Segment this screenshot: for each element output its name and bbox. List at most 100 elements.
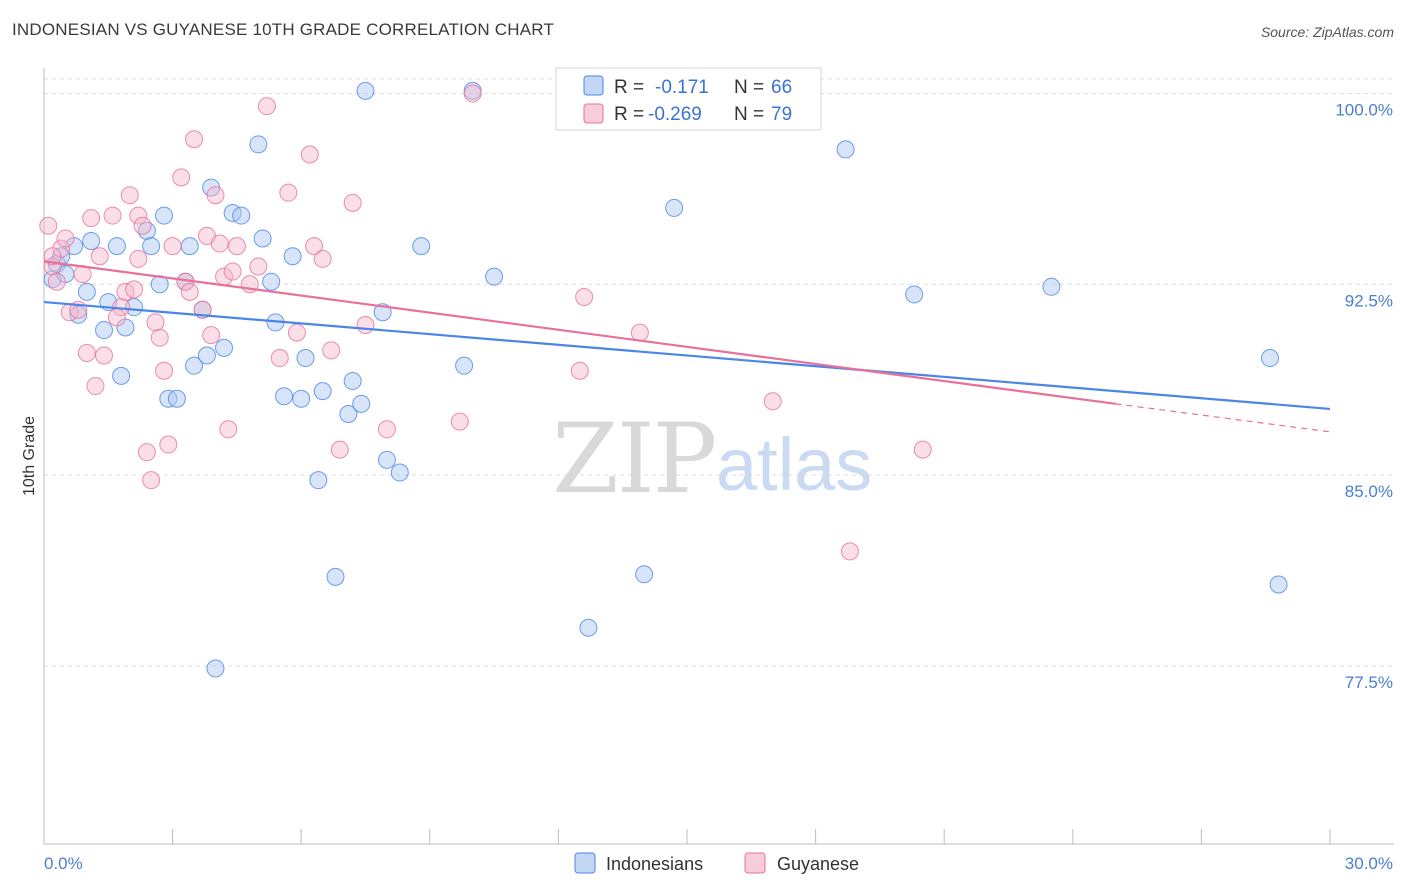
guyanese-point xyxy=(249,257,268,276)
indonesians-series-label: Indonesians xyxy=(606,854,703,874)
indonesians-point xyxy=(326,567,345,586)
indonesians-point xyxy=(343,371,362,390)
guyanese-point xyxy=(377,420,396,439)
indonesians-n-label: N = xyxy=(734,77,764,98)
guyanese-point xyxy=(840,542,859,561)
guyanese-r-value: -0.269 xyxy=(648,104,702,125)
guyanese-point xyxy=(95,346,114,365)
indonesians-point xyxy=(296,349,315,368)
guyanese-trend-extension xyxy=(1115,403,1331,433)
indonesians-point xyxy=(253,229,272,248)
indonesians-legend-swatch xyxy=(583,75,604,96)
y-tick-label: 92.5% xyxy=(1345,291,1393,310)
guyanese-point xyxy=(107,308,126,327)
indonesians-point xyxy=(1042,277,1061,296)
guyanese-point xyxy=(257,97,276,116)
guyanese-point xyxy=(570,361,589,380)
guyanese-point xyxy=(142,471,161,490)
indonesians-r-label: R = xyxy=(614,77,644,98)
indonesians-point xyxy=(82,232,101,251)
guyanese-point xyxy=(219,420,238,439)
trend-lines xyxy=(43,260,1331,433)
guyanese-point xyxy=(185,130,204,149)
guyanese-point xyxy=(202,326,221,345)
guyanese-r-label: R = xyxy=(614,104,644,125)
indonesians-point xyxy=(77,282,96,301)
guyanese-point xyxy=(206,186,225,205)
guyanese-point xyxy=(77,343,96,362)
indonesians-point xyxy=(377,450,396,469)
x-axis-ticks xyxy=(172,829,1331,844)
indonesians-point xyxy=(197,346,216,365)
guyanese-point xyxy=(129,206,148,225)
indonesians-point xyxy=(155,206,174,225)
guyanese-n-label: N = xyxy=(734,104,764,125)
indonesians-point xyxy=(390,463,409,482)
guyanese-point xyxy=(300,145,319,164)
y-axis-tick-labels: 77.5% 85.0% 92.5% 100.0% xyxy=(1335,100,1393,691)
indonesians-point xyxy=(167,389,186,408)
indonesians-point xyxy=(107,237,126,256)
indonesians-point xyxy=(215,338,234,357)
watermark-atlas: atlas xyxy=(716,423,872,506)
guyanese-point xyxy=(155,361,174,380)
guyanese-point xyxy=(103,206,122,225)
guyanese-point xyxy=(305,237,324,256)
guyanese-point xyxy=(137,443,156,462)
stats-legend: R = -0.171 N = 66 R = -0.269 N = 79 xyxy=(555,67,822,131)
indonesians-point xyxy=(579,618,598,637)
indonesians-point xyxy=(232,206,251,225)
y-tick-label: 77.5% xyxy=(1345,673,1393,692)
watermark-zip: ZIP xyxy=(552,403,715,515)
guyanese-series-label: Guyanese xyxy=(777,854,859,874)
indonesians-point xyxy=(485,267,504,286)
guyanese-point xyxy=(47,272,66,291)
guyanese-point xyxy=(163,237,182,256)
y-tick-label: 85.0% xyxy=(1345,482,1393,501)
x-tick-label: 30.0% xyxy=(1345,854,1393,873)
guyanese-point xyxy=(287,323,306,342)
guyanese-point xyxy=(913,440,932,459)
indonesians-r-value: -0.171 xyxy=(655,77,709,98)
guyanese-point xyxy=(129,249,148,268)
guyanese-point xyxy=(763,392,782,411)
guyanese-point xyxy=(279,183,298,202)
indonesians-point xyxy=(412,237,431,256)
x-axis-tick-labels: 0.0% 30.0% xyxy=(44,854,1393,873)
indonesians-point xyxy=(455,356,474,375)
y-tick-label: 100.0% xyxy=(1335,100,1393,119)
guyanese-point xyxy=(630,323,649,342)
guyanese-point xyxy=(450,412,469,431)
indonesians-point xyxy=(185,356,204,375)
indonesians-point xyxy=(356,81,375,100)
indonesians-point xyxy=(275,387,294,406)
indonesians-point xyxy=(635,565,654,584)
guyanese-point xyxy=(125,280,144,299)
guyanese-point xyxy=(575,287,594,306)
guyanese-point xyxy=(356,315,375,334)
y-axis-label: 10th Grade xyxy=(21,416,38,496)
guyanese-point xyxy=(227,237,246,256)
indonesians-point xyxy=(313,382,332,401)
indonesians-point xyxy=(206,659,225,678)
indonesians-trend-line xyxy=(43,300,1331,411)
source-credit: Source: ZipAtlas.com xyxy=(1260,24,1394,40)
indonesians-point xyxy=(339,405,358,424)
indonesians-point xyxy=(249,135,268,154)
indonesians-point xyxy=(352,394,371,413)
guyanese-point xyxy=(343,193,362,212)
x-tick-label: 0.0% xyxy=(44,854,83,873)
indonesians-point xyxy=(665,198,684,217)
guyanese-point xyxy=(330,440,349,459)
guyanese-point xyxy=(159,435,178,454)
guyanese-point xyxy=(146,313,165,332)
grid-lines xyxy=(44,78,1394,667)
guyanese-point xyxy=(133,216,152,235)
indonesians-point xyxy=(283,247,302,266)
guyanese-n-value: 79 xyxy=(771,104,792,125)
guyanese-point xyxy=(120,186,139,205)
guyanese-point xyxy=(150,328,169,347)
guyanese-point xyxy=(39,216,58,235)
guyanese-point xyxy=(56,229,75,248)
guyanese-point xyxy=(210,234,229,253)
